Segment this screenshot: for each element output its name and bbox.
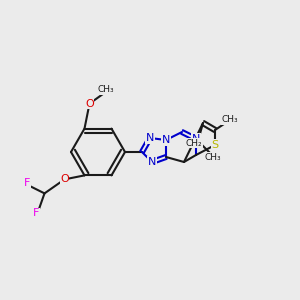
Text: N: N [146, 133, 154, 143]
Text: N: N [148, 157, 156, 167]
Text: O: O [85, 99, 94, 109]
Text: F: F [24, 178, 31, 188]
Text: CH₃: CH₃ [97, 85, 114, 94]
Text: F: F [33, 208, 40, 218]
Text: O: O [60, 174, 69, 184]
Text: CH₃: CH₃ [205, 152, 221, 161]
Text: S: S [212, 140, 219, 150]
Text: CH₂: CH₂ [186, 139, 202, 148]
Text: CH₃: CH₃ [222, 116, 238, 124]
Text: N: N [192, 134, 200, 144]
Text: N: N [162, 135, 170, 145]
